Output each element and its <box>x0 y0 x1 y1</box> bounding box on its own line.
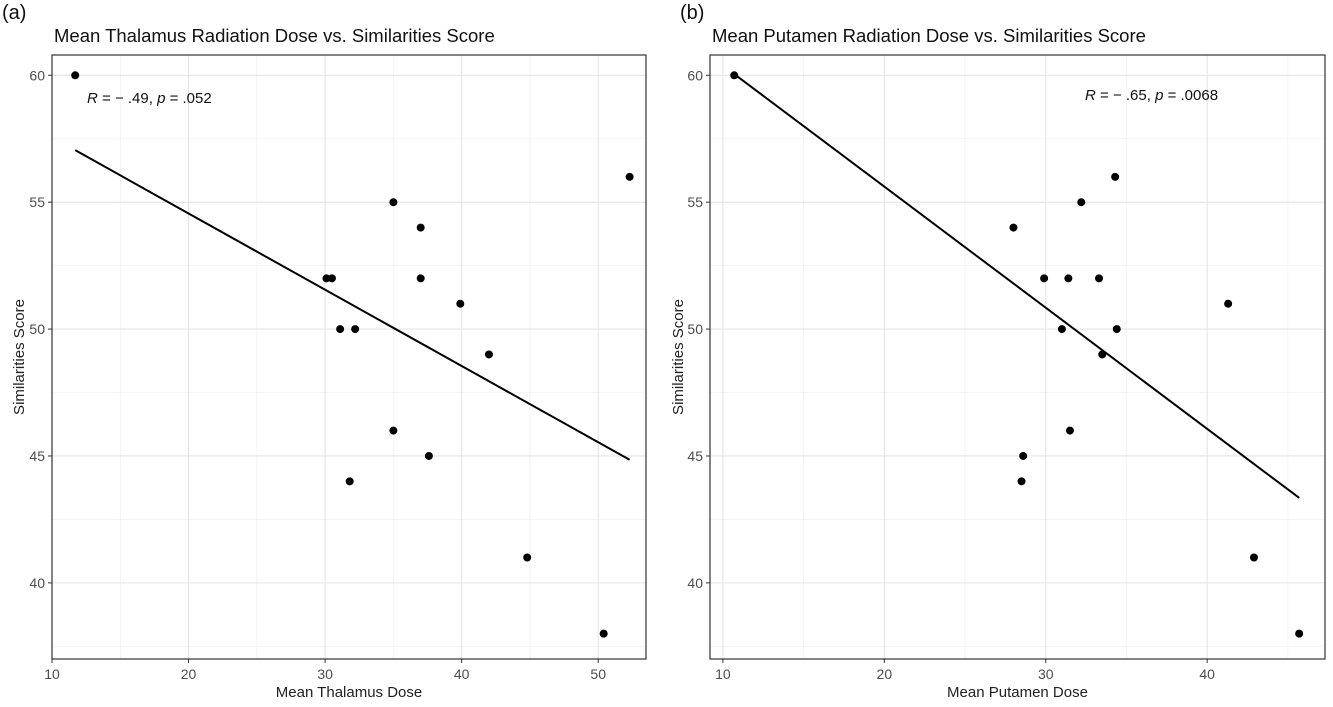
chart-panel-b: 10 20 30 40 40 45 50 55 60 Mean Putamen Radiation… <box>670 25 1326 701</box>
data-point <box>416 274 425 283</box>
y-tick-label: 55 <box>29 194 45 210</box>
chart-panel-a: 10 20 30 40 50 40 45 50 55 60 Mean Thalamus Radiat… <box>11 25 647 701</box>
y-tick-label: 40 <box>687 575 703 591</box>
y-tick-label: 40 <box>29 575 45 591</box>
data-point <box>389 198 398 207</box>
data-point <box>1112 325 1121 334</box>
data-point <box>1295 629 1304 638</box>
x-axis-label: Mean Putamen Dose <box>947 684 1088 701</box>
data-point <box>1098 350 1107 359</box>
plot-background <box>52 55 646 659</box>
p-symbol: p <box>1154 87 1163 104</box>
x-tick-label: 50 <box>590 666 606 682</box>
y-axis-label: Similarities Score <box>670 299 687 415</box>
x-axis-label: Mean Thalamus Dose <box>276 684 422 701</box>
data-point <box>71 71 80 80</box>
data-point <box>1249 553 1258 562</box>
x-tick-label: 20 <box>181 666 197 682</box>
data-point <box>327 274 336 283</box>
data-point <box>456 299 465 308</box>
p-value: = .052 <box>165 90 211 107</box>
y-tick-label: 55 <box>687 194 703 210</box>
x-tick-label: 10 <box>44 666 60 682</box>
data-point <box>389 426 398 435</box>
plot-border <box>51 54 647 660</box>
data-point <box>1017 477 1026 486</box>
x-tick-label: 30 <box>1038 666 1054 682</box>
y-axis-label: Similarities Score <box>11 299 28 415</box>
x-tick-label: 10 <box>715 666 731 682</box>
data-point <box>625 172 634 181</box>
data-point <box>1077 198 1086 207</box>
data-point <box>484 350 493 359</box>
x-tick-label: 40 <box>454 666 470 682</box>
data-point <box>599 629 608 638</box>
y-tick-label: 50 <box>29 321 45 337</box>
data-point <box>523 553 532 562</box>
y-tick-label: 45 <box>29 448 45 464</box>
correlation-annotation: R = − .49, p = .052 <box>87 90 212 107</box>
x-tick-label: 20 <box>877 666 893 682</box>
plot-background <box>710 55 1325 659</box>
r-symbol: R <box>87 90 98 107</box>
data-point <box>1057 325 1066 334</box>
y-tick-label: 50 <box>687 321 703 337</box>
correlation-annotation: R = − .65, p = .0068 <box>1085 87 1218 104</box>
data-point <box>1065 426 1074 435</box>
p-symbol: p <box>156 90 165 107</box>
chart-title: Mean Putamen Radiation Dose vs. Similari… <box>712 25 1146 46</box>
chart-title: Mean Thalamus Radiation Dose vs. Similar… <box>54 25 495 46</box>
y-tick-label: 60 <box>29 67 45 83</box>
y-tick-label: 45 <box>687 448 703 464</box>
plot-border <box>709 54 1326 660</box>
r-value: = − .49, <box>98 90 157 107</box>
x-tick-label: 40 <box>1199 666 1215 682</box>
data-point <box>351 325 360 334</box>
y-tick-label: 60 <box>687 67 703 83</box>
data-point <box>1111 172 1120 181</box>
data-point <box>416 223 425 232</box>
r-value: = − .65, <box>1096 87 1155 104</box>
r-symbol: R <box>1085 87 1096 104</box>
data-point <box>1064 274 1073 283</box>
regression-line <box>733 73 1300 499</box>
data-point <box>424 451 433 460</box>
data-point <box>1040 274 1049 283</box>
data-point <box>1095 274 1104 283</box>
data-point <box>1019 451 1028 460</box>
data-point <box>730 71 739 80</box>
regression-line <box>74 149 631 461</box>
data-point <box>1009 223 1018 232</box>
p-value: = .0068 <box>1163 87 1218 104</box>
data-point <box>1224 299 1233 308</box>
data-point <box>336 325 345 334</box>
x-tick-label: 30 <box>317 666 333 682</box>
panel-a-letter: (a) <box>2 2 27 24</box>
data-point <box>345 477 354 486</box>
panel-b-letter: (b) <box>680 2 705 24</box>
